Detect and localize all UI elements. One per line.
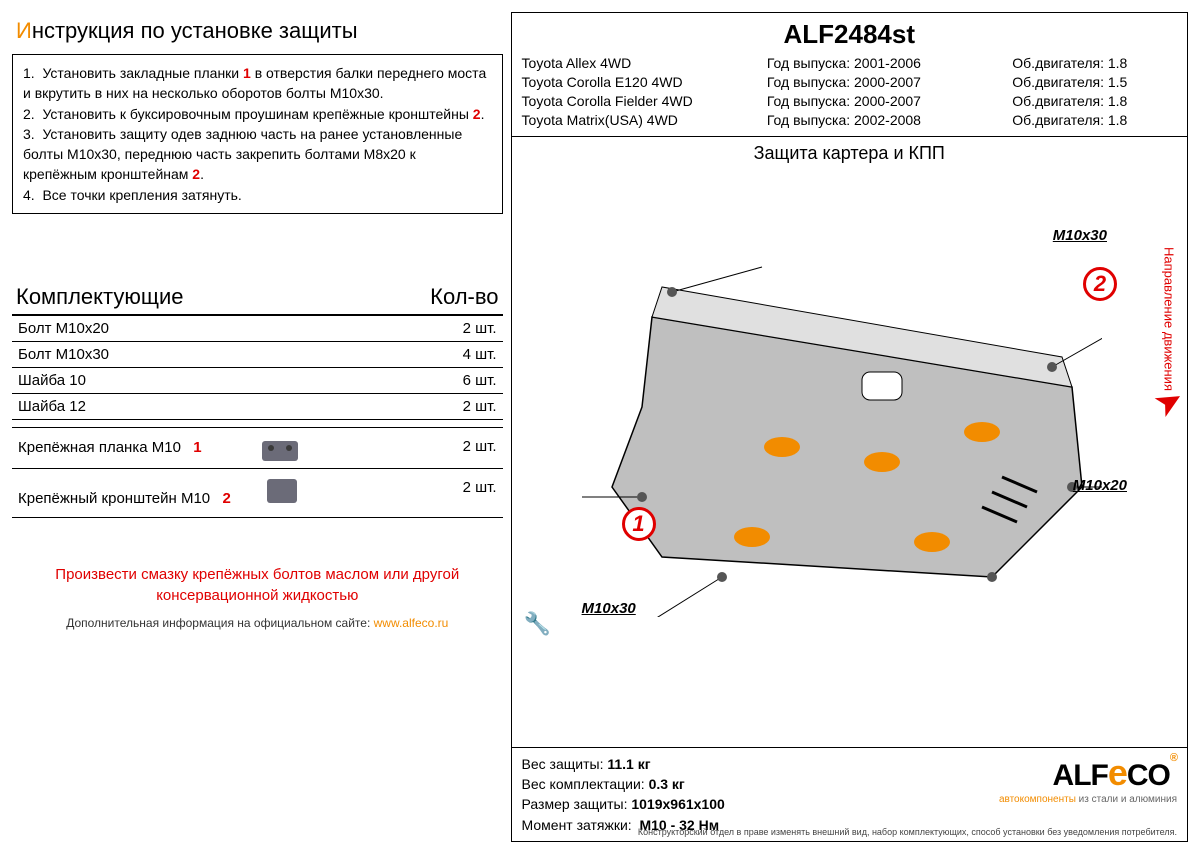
- direction-arrow: Направление движения ➤: [1155, 247, 1184, 411]
- callout-circle-1: 1: [622, 507, 656, 541]
- parts-header: Комплектующие Кол-во: [12, 284, 503, 314]
- title-text: нструкция по установке защиты: [32, 18, 358, 43]
- product-header: ALF2484st Toyota Allex 4WD Toyota Coroll…: [512, 13, 1187, 137]
- parts-row: Шайба 106 шт.: [12, 368, 503, 394]
- thumb-bar-icon: [262, 441, 298, 461]
- model: Toyota Allex 4WD: [522, 54, 757, 73]
- product-grid: Toyota Allex 4WD Toyota Corolla E120 4WD…: [522, 54, 1177, 130]
- footer-link-line: Дополнительная информация на официальном…: [12, 616, 503, 630]
- diagram-area: Защита картера и КПП: [512, 137, 1187, 747]
- models-col: Toyota Allex 4WD Toyota Corolla E120 4WD…: [522, 54, 757, 130]
- parts-title: Комплектующие: [16, 284, 183, 310]
- parts-row: Шайба 122 шт.: [12, 394, 503, 420]
- parts-spacer: [12, 420, 503, 428]
- parts-row: Болт М10х304 шт.: [12, 342, 503, 368]
- parts-row: Крепёжный кронштейн М10 2 2 шт.: [12, 469, 503, 518]
- brand-logo: ALFeCO® автокомпоненты из стали и алюмин…: [999, 752, 1177, 805]
- fineprint: Конструкторский отдел в праве изменять в…: [638, 827, 1177, 837]
- diagram-title: Защита картера и КПП: [512, 143, 1187, 164]
- instruction-step: 4. Все точки крепления затянуть.: [23, 185, 492, 205]
- right-column: ALF2484st Toyota Allex 4WD Toyota Coroll…: [511, 12, 1188, 842]
- wrench-icon: 🔧: [524, 611, 551, 637]
- callout-m10x20: М10х20: [1073, 477, 1127, 494]
- parts-row: Крепёжная планка М10 1 2 шт.: [12, 428, 503, 469]
- callout-m10x30-bottom: М10х30: [582, 600, 636, 617]
- model: Toyota Corolla E120 4WD: [522, 73, 757, 92]
- page: Инструкция по установке защиты 1. Устано…: [0, 0, 1200, 854]
- callout-circle-2: 2: [1083, 267, 1117, 301]
- parts-table: Болт М10х202 шт. Болт М10х304 шт. Шайба …: [12, 314, 503, 518]
- title-accent-letter: И: [16, 18, 32, 43]
- website-link[interactable]: www.alfeco.ru: [374, 616, 449, 630]
- model: Toyota Matrix(USA) 4WD: [522, 111, 757, 130]
- instructions-title: Инструкция по установке защиты: [16, 18, 503, 44]
- parts-qty-title: Кол-во: [430, 284, 498, 310]
- instruction-step: 2. Установить к буксировочным проушинам …: [23, 104, 492, 124]
- arrow-icon: ➤: [1152, 388, 1185, 417]
- instructions-box: 1. Установить закладные планки 1 в отвер…: [12, 54, 503, 214]
- model: Toyota Corolla Fielder 4WD: [522, 92, 757, 111]
- thumb-bracket-icon: [267, 479, 297, 503]
- engines-col: Об.двигателя: 1.8 Об.двигателя: 1.5 Об.д…: [1012, 54, 1177, 130]
- product-code: ALF2484st: [522, 19, 1177, 50]
- years-col: Год выпуска: 2001-2006 Год выпуска: 2000…: [767, 54, 1002, 130]
- instruction-step: 3. Установить защиту одев заднюю часть н…: [23, 124, 492, 185]
- callout-m10x30-top: М10х30: [1053, 227, 1107, 244]
- footer-warning: Произвести смазку крепёжных болтов масло…: [12, 564, 503, 606]
- instruction-step: 1. Установить закладные планки 1 в отвер…: [23, 63, 492, 104]
- left-column: Инструкция по установке защиты 1. Устано…: [12, 12, 503, 842]
- skid-plate-diagram: [582, 257, 1102, 617]
- parts-row: Болт М10х202 шт.: [12, 316, 503, 342]
